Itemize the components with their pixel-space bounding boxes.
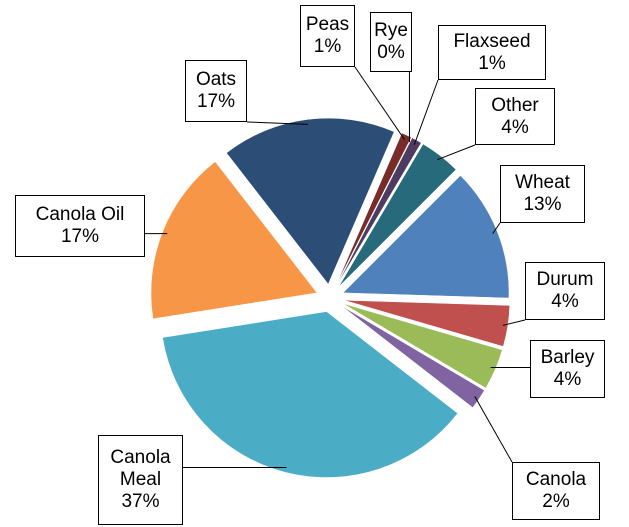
label-value: 0% (377, 42, 405, 63)
pie-slice (336, 137, 422, 286)
data-label: Canola Meal 37% (98, 435, 183, 525)
pie-slice (162, 311, 459, 478)
label-value: 37% (121, 491, 160, 512)
leader-line (474, 396, 513, 463)
pie-slice (338, 143, 457, 288)
label-value: 1% (313, 36, 342, 57)
data-label: Wheat 13% (500, 165, 585, 223)
label-value: 1% (478, 52, 506, 74)
label-value: 13% (523, 194, 562, 215)
pie-slice (336, 137, 412, 286)
label-category: Wheat (515, 172, 570, 193)
label-category: Canola (525, 469, 587, 490)
data-label: Other 4% (475, 88, 555, 145)
label-category: Durum (536, 269, 594, 290)
data-label: Canola Oil 17% (15, 195, 145, 257)
label-value: 2% (542, 491, 570, 512)
label-category: Peas (305, 14, 350, 35)
pie-slice (342, 303, 503, 389)
data-label: Canola 2% (512, 462, 600, 520)
leader-line (413, 79, 439, 145)
data-label: Durum 4% (525, 262, 605, 320)
leader-line (246, 121, 309, 125)
label-value: 4% (501, 116, 529, 138)
data-label: Oats 17% (185, 60, 247, 122)
label-value: 4% (553, 369, 582, 390)
data-label: Flaxseed 1% (438, 25, 546, 80)
leader-line (437, 144, 476, 161)
leader-line (354, 66, 405, 140)
label-category: Canola Oil (35, 204, 125, 225)
leader-line (492, 222, 501, 234)
label-category: Oats (195, 69, 237, 90)
data-label: Rye 0% (370, 12, 412, 72)
label-category: Rye (374, 20, 408, 41)
pie-slice (341, 305, 485, 408)
label-value: 4% (551, 291, 579, 312)
leader-line (502, 319, 526, 326)
label-category: Other (491, 94, 539, 116)
pie-slice (342, 175, 510, 299)
pie-slice (150, 161, 318, 320)
label-value: 17% (196, 91, 236, 112)
pie-slice (226, 117, 395, 285)
pie-slice (335, 132, 412, 286)
data-label: Peas 1% (300, 5, 355, 67)
label-category: Flaxseed (453, 30, 531, 52)
label-category: Canola Meal (110, 447, 171, 490)
label-value: 17% (60, 226, 100, 247)
pie-slice (343, 299, 511, 347)
data-label: Barley 4% (530, 340, 605, 398)
label-category: Barley (540, 347, 595, 368)
